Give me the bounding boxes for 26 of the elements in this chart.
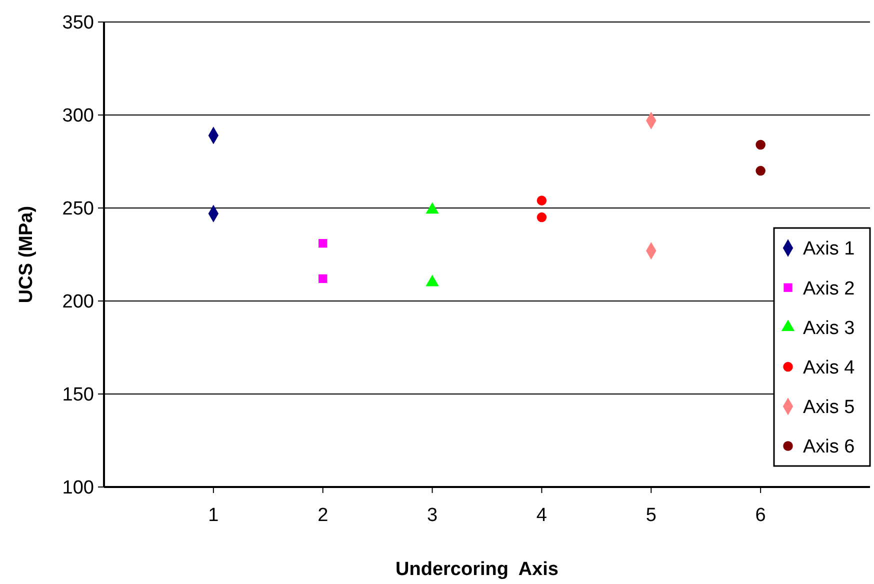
- x-tick-label: 6: [755, 505, 766, 526]
- y-tick-label: 250: [62, 198, 94, 220]
- x-tick-label: 1: [208, 505, 219, 526]
- y-tick-label: 100: [62, 478, 94, 499]
- x-axis-title: Undercoring Axis: [396, 559, 558, 580]
- point: [536, 196, 547, 206]
- point: [318, 274, 328, 284]
- legend-label: Axis 1: [803, 238, 855, 260]
- point: [756, 166, 766, 176]
- y-axis-title: UCS (MPa): [16, 206, 37, 304]
- x-tick-label: 3: [426, 505, 438, 526]
- y-tick-label: 300: [62, 106, 94, 127]
- legend-label: Axis 4: [803, 357, 856, 378]
- x-tick-label: 5: [646, 505, 656, 526]
- legend-label: Axis 6: [803, 436, 855, 458]
- point: [536, 212, 547, 222]
- legend-label: Axis 3: [803, 318, 855, 339]
- x-tick-label: 2: [318, 505, 328, 526]
- legend-label: Axis 2: [803, 278, 855, 300]
- y-tick-label: 200: [62, 292, 94, 313]
- y-tick-label: 150: [62, 384, 94, 406]
- legend-label: Axis 5: [803, 397, 855, 418]
- point: [318, 239, 328, 248]
- y-tick-label: 350: [62, 12, 94, 34]
- point: [756, 140, 766, 150]
- x-tick-label: 4: [536, 505, 548, 526]
